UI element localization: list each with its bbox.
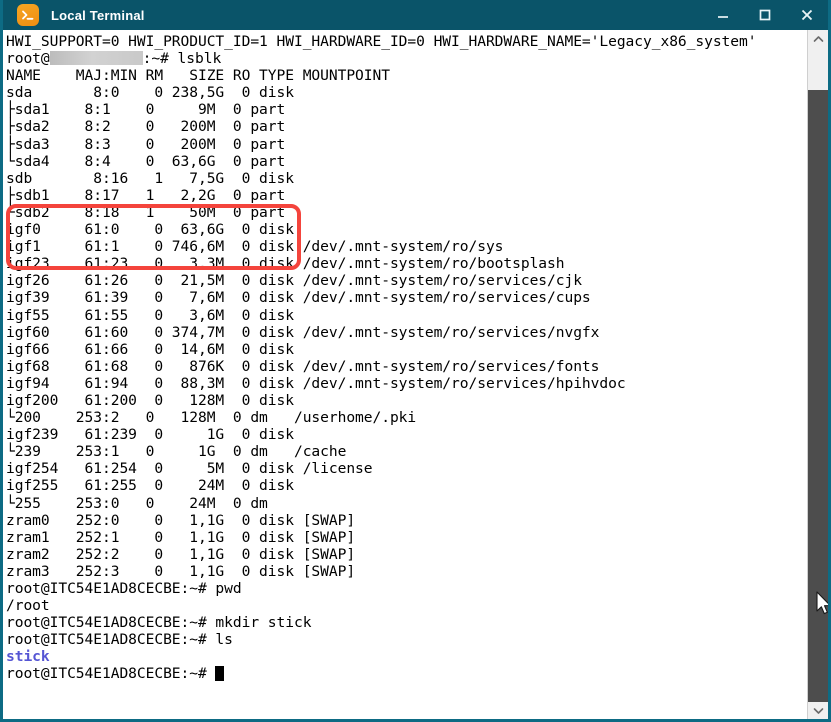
- terminal-line: ├sda3 8:3 0 200M 0 part: [6, 135, 286, 153]
- terminal-line: igf39 61:39 0 7,6M 0 disk /dev/.mnt-syst…: [6, 289, 591, 307]
- terminal-line: igf23 61:23 0 3,3M 0 disk /dev/.mnt-syst…: [6, 255, 565, 273]
- terminal-line: zram0 252:0 0 1,1G 0 disk [SWAP]: [6, 511, 356, 529]
- terminal-line: zram3 252:3 0 1,1G 0 disk [SWAP]: [6, 562, 356, 580]
- redacted-hostname: [49, 51, 143, 66]
- terminal-line-ls-output: stick: [6, 648, 807, 665]
- text-cursor: [215, 666, 225, 682]
- terminal-prompt-icon: [17, 4, 39, 26]
- terminal-line: zram2 252:2 0 1,1G 0 disk [SWAP]: [6, 545, 356, 563]
- terminal-body: HWI_SUPPORT=0 HWI_PRODUCT_ID=1 HWI_HARDW…: [3, 30, 828, 719]
- terminal-output[interactable]: HWI_SUPPORT=0 HWI_PRODUCT_ID=1 HWI_HARDW…: [3, 30, 807, 719]
- window-title: Local Terminal: [51, 7, 145, 23]
- prompt: root@ITC54E1AD8CECBE:~#: [6, 631, 207, 649]
- terminal-line: └255 253:0 0 24M 0 dm: [6, 494, 268, 512]
- terminal-line: sda 8:0 0 238,5G 0 disk: [6, 84, 294, 102]
- command: [207, 665, 216, 682]
- directory-entry: stick: [6, 648, 50, 666]
- window-controls: [702, 0, 828, 30]
- terminal-line-sdb: sdb 8:16 1 7,5G 0 disk: [6, 169, 294, 187]
- terminal-line: igf94 61:94 0 88,3M 0 disk /dev/.mnt-sys…: [6, 374, 626, 392]
- terminal-line: ├sda1 8:1 0 9M 0 part: [6, 101, 286, 119]
- terminal-line: igf0 61:0 0 63,6G 0 disk: [6, 221, 294, 239]
- terminal-line: igf55 61:55 0 3,6M 0 disk: [6, 306, 294, 324]
- maximize-icon[interactable]: [744, 0, 786, 30]
- terminal-line-header: NAME MAJ:MIN RM SIZE RO TYPE MOUNTPOINT: [6, 67, 390, 85]
- title-bar: Local Terminal: [3, 0, 828, 30]
- terminal-line: igf66 61:66 0 14,6M 0 disk: [6, 340, 294, 358]
- close-icon[interactable]: [786, 0, 828, 30]
- terminal-line-ls: root@ITC54E1AD8CECBE:~# ls: [6, 631, 807, 648]
- scrollbar-thumb[interactable]: [808, 90, 828, 705]
- terminal-line-current-prompt: root@ITC54E1AD8CECBE:~#: [6, 665, 807, 682]
- terminal-line-prompt-lsblk: root@ :~# lsblk: [6, 50, 807, 67]
- terminal-line: igf200 61:200 0 128M 0 disk: [6, 391, 294, 409]
- terminal-line: igf26 61:26 0 21,5M 0 disk /dev/.mnt-sys…: [6, 272, 582, 290]
- chevron-up-icon[interactable]: [808, 30, 828, 47]
- terminal-line-pwd-output: /root: [6, 597, 50, 615]
- prompt: root@ITC54E1AD8CECBE:~#: [6, 665, 207, 683]
- command: ls: [206, 631, 233, 649]
- prompt-user: root@: [6, 50, 50, 68]
- terminal-line: igf255 61:255 0 24M 0 disk: [6, 477, 294, 495]
- terminal-line: └200 253:2 0 128M 0 dm /userhome/.pki: [6, 409, 417, 427]
- vertical-scrollbar[interactable]: [807, 30, 828, 719]
- terminal-line: └sda4 8:4 0 63,6G 0 part: [6, 152, 286, 170]
- terminal-line: igf1 61:1 0 746,6M 0 disk /dev/.mnt-syst…: [6, 238, 504, 256]
- terminal-line-sdb2: └sdb2 8:18 1 50M 0 part: [6, 203, 286, 221]
- command: pwd: [206, 580, 242, 597]
- terminal-line: igf254 61:254 0 5M 0 disk /license: [6, 460, 373, 478]
- prompt: root@ITC54E1AD8CECBE:~#: [6, 614, 207, 632]
- terminal-line-sdb1: ├sdb1 8:17 1 2,2G 0 part: [6, 186, 286, 204]
- terminal-line-pwd: root@ITC54E1AD8CECBE:~# pwd: [6, 580, 807, 597]
- terminal-line: igf68 61:68 0 876K 0 disk /dev/.mnt-syst…: [6, 357, 600, 375]
- prompt: root@ITC54E1AD8CECBE:~#: [6, 580, 207, 597]
- terminal-line: igf60 61:60 0 374,7M 0 disk /dev/.mnt-sy…: [6, 323, 600, 341]
- terminal-line-env: HWI_SUPPORT=0 HWI_PRODUCT_ID=1 HWI_HARDW…: [6, 33, 757, 50]
- command: mkdir stick: [206, 614, 312, 632]
- terminal-line-mkdir: root@ITC54E1AD8CECBE:~# mkdir stick: [6, 614, 807, 631]
- minimize-icon[interactable]: [702, 0, 744, 30]
- terminal-line: ├sda2 8:2 0 200M 0 part: [6, 118, 286, 136]
- prompt-tail: :~# lsblk: [142, 50, 222, 68]
- chevron-down-icon[interactable]: [808, 702, 828, 719]
- terminal-line: zram1 252:1 0 1,1G 0 disk [SWAP]: [6, 528, 356, 546]
- terminal-line: └239 253:1 0 1G 0 dm /cache: [6, 443, 347, 461]
- terminal-line: igf239 61:239 0 1G 0 disk: [6, 426, 294, 444]
